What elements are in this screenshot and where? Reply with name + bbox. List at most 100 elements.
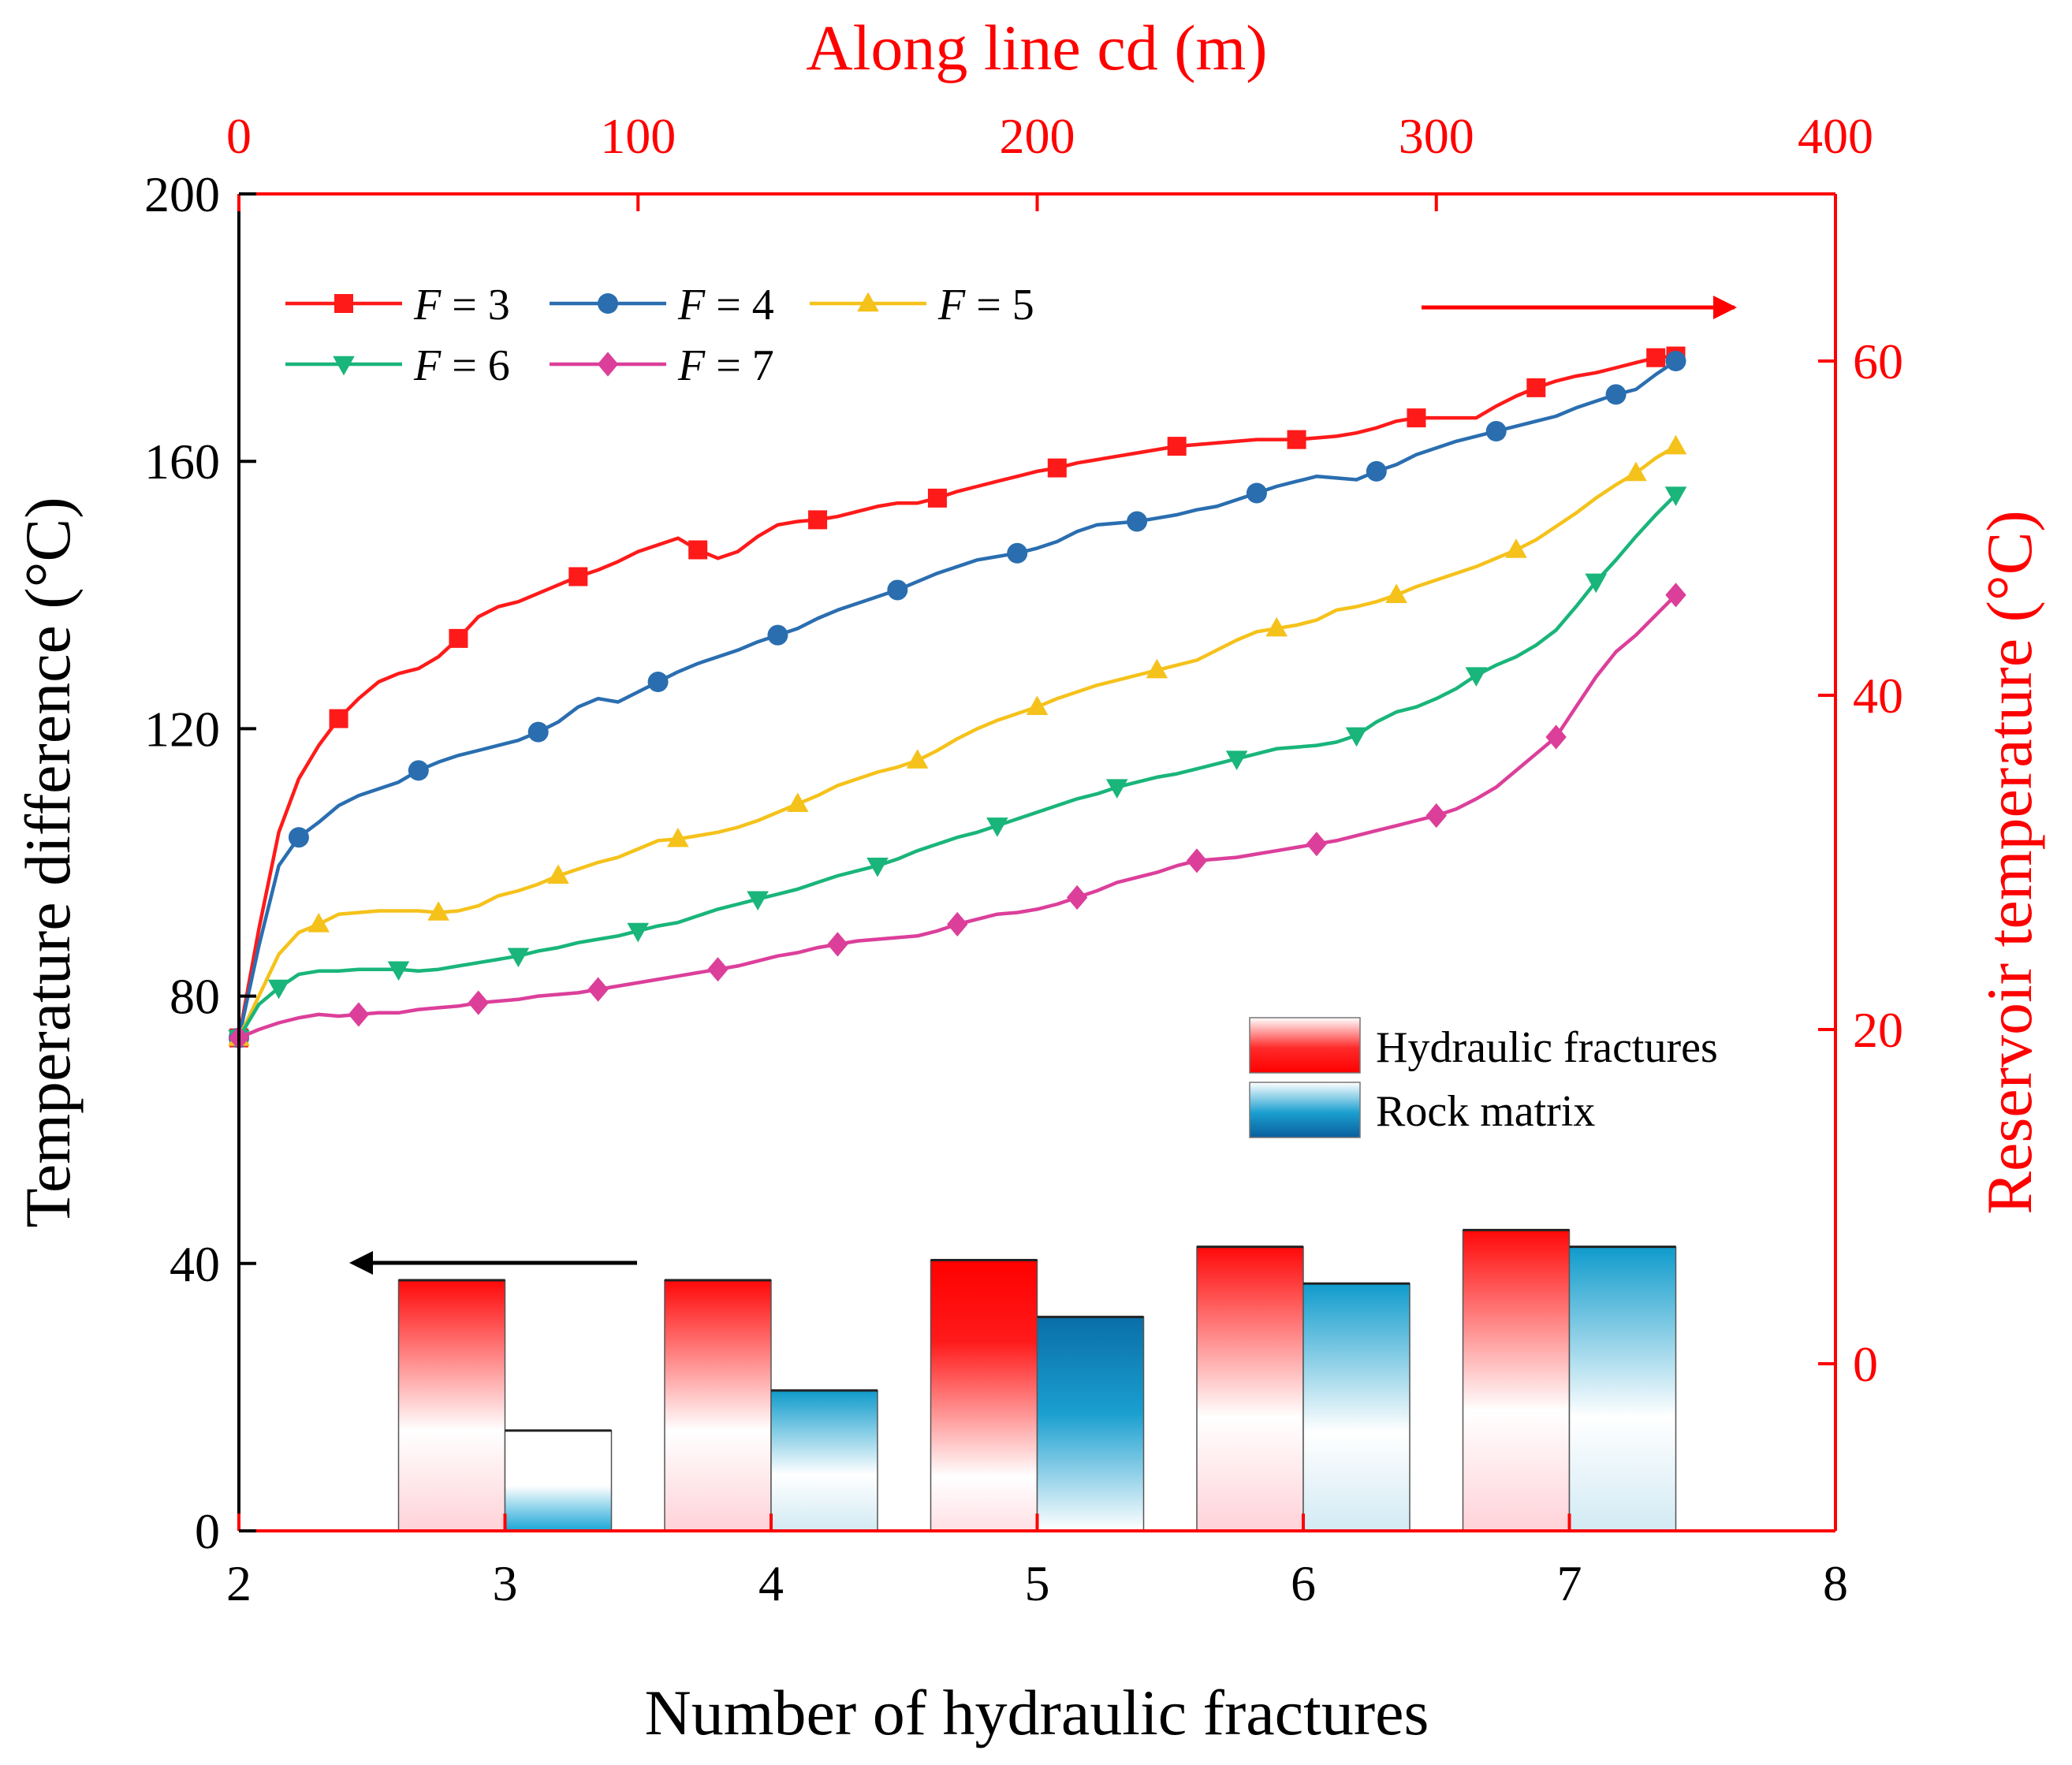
legend-marker-f3 bbox=[334, 294, 353, 313]
legend-marker-f4 bbox=[598, 293, 618, 314]
bottom-tick-label-5: 5 bbox=[1025, 1555, 1050, 1611]
legend-swatch-matrix bbox=[1249, 1082, 1361, 1138]
ticks-layer: 2 3 4 5 6 7 80 100 200 300 40004080120160200020406… bbox=[144, 108, 1903, 1611]
marker-f4-57 bbox=[1366, 460, 1387, 482]
marker-f7-42 bbox=[1066, 884, 1088, 910]
marker-f4-15 bbox=[527, 721, 549, 743]
marker-f7-48 bbox=[1186, 848, 1208, 873]
marker-f7-54 bbox=[1306, 832, 1328, 857]
marker-f7-72 bbox=[1665, 583, 1686, 608]
top-tick-label-100: 100 bbox=[600, 108, 676, 164]
bar-fracture-3 bbox=[397, 1279, 506, 1532]
marker-f7-60 bbox=[1425, 803, 1447, 829]
marker-f6-44 bbox=[1105, 779, 1128, 799]
lines-layer bbox=[228, 346, 1687, 1051]
legend-swatch-fracture bbox=[1249, 1017, 1361, 1074]
legend-label-f7: F = 7 bbox=[677, 341, 774, 390]
marker-f7-12 bbox=[468, 990, 489, 1015]
left-tick-label-120: 120 bbox=[144, 701, 220, 757]
legend-bars: Hydraulic fractures Rock matrix bbox=[1249, 1017, 1718, 1138]
marker-f3-53 bbox=[1287, 430, 1306, 449]
marker-f5-4 bbox=[307, 913, 330, 933]
marker-f6-38 bbox=[986, 817, 1008, 837]
legend-marker-f6 bbox=[333, 356, 355, 376]
left-tick-label-0: 0 bbox=[195, 1503, 220, 1559]
legend-label-matrix: Rock matrix bbox=[1376, 1087, 1595, 1136]
top-tick-label-200: 200 bbox=[1000, 108, 1075, 164]
marker-f6-56 bbox=[1345, 727, 1368, 747]
top-axis-title: Along line cd (m) bbox=[806, 12, 1267, 84]
marker-f6-14 bbox=[507, 948, 530, 968]
marker-f6-32 bbox=[866, 858, 889, 877]
marker-f5-10 bbox=[427, 901, 449, 921]
legend-label-f6: F = 6 bbox=[413, 341, 510, 390]
bottom-tick-label-7: 7 bbox=[1557, 1555, 1582, 1611]
marker-f3-65 bbox=[1526, 378, 1546, 397]
right-axis-title: Reservoir temperature (°C) bbox=[1973, 510, 2045, 1214]
marker-f4-27 bbox=[767, 624, 788, 646]
marker-f3-41 bbox=[1047, 458, 1067, 478]
marker-f3-11 bbox=[449, 628, 468, 648]
marker-f7-36 bbox=[947, 911, 968, 937]
marker-f5-40 bbox=[1026, 695, 1049, 716]
marker-f5-70 bbox=[1625, 461, 1647, 482]
marker-f6-8 bbox=[387, 961, 410, 981]
marker-f6-50 bbox=[1225, 750, 1248, 770]
line-f3 bbox=[237, 354, 1676, 1039]
marker-f3-47 bbox=[1167, 437, 1187, 456]
legend-lines: F = 3 F = 4 F = 5 F = 6 F = 7 bbox=[285, 281, 1034, 390]
legend-label-fracture: Hydraulic fractures bbox=[1376, 1023, 1718, 1072]
top-tick-label-0: 0 bbox=[226, 108, 252, 164]
right-tick-label-40: 40 bbox=[1853, 668, 1903, 724]
bar-fracture-6 bbox=[1196, 1246, 1304, 1532]
bar-matrix-7 bbox=[1568, 1246, 1677, 1532]
right-tick-label-0: 0 bbox=[1853, 1336, 1878, 1392]
marker-f4-63 bbox=[1485, 421, 1507, 442]
marker-f6-62 bbox=[1465, 667, 1488, 687]
line-f4 bbox=[237, 359, 1677, 1039]
line-f5 bbox=[237, 445, 1677, 1039]
marker-f4-51 bbox=[1246, 482, 1267, 504]
marker-f4-33 bbox=[887, 579, 908, 601]
marker-f3-17 bbox=[568, 567, 588, 586]
marker-f3-23 bbox=[688, 540, 708, 560]
marker-f6-26 bbox=[747, 891, 769, 911]
marker-f6-20 bbox=[627, 922, 650, 943]
marker-f4-69 bbox=[1605, 384, 1627, 405]
bar-fracture-7 bbox=[1462, 1229, 1571, 1532]
left-tick-label-40: 40 bbox=[170, 1236, 220, 1292]
marker-f3-59 bbox=[1407, 408, 1426, 428]
marker-f3-71 bbox=[1646, 348, 1666, 367]
bar-matrix-5 bbox=[1036, 1316, 1145, 1532]
marker-f5-34 bbox=[906, 749, 929, 769]
marker-f3-5 bbox=[329, 709, 348, 728]
marker-f5-16 bbox=[547, 864, 569, 884]
bar-matrix-3 bbox=[504, 1430, 613, 1532]
marker-f4-9 bbox=[408, 760, 429, 781]
bottom-tick-label-3: 3 bbox=[493, 1555, 518, 1611]
top-tick-label-400: 400 bbox=[1798, 108, 1873, 164]
marker-f7-66 bbox=[1545, 724, 1567, 750]
bottom-tick-label-4: 4 bbox=[758, 1555, 784, 1611]
left-axis-title: Temperature difference (°C) bbox=[12, 497, 84, 1227]
top-tick-label-300: 300 bbox=[1399, 108, 1474, 164]
right-tick-label-20: 20 bbox=[1853, 1002, 1903, 1058]
left-tick-label-160: 160 bbox=[144, 434, 220, 490]
marker-f5-22 bbox=[667, 827, 689, 847]
bar-fracture-4 bbox=[664, 1279, 772, 1532]
marker-f7-18 bbox=[587, 977, 609, 1002]
marker-f5-64 bbox=[1505, 538, 1527, 558]
marker-f4-39 bbox=[1007, 542, 1028, 564]
line-f7 bbox=[238, 594, 1678, 1040]
marker-f3-35 bbox=[927, 488, 947, 508]
bottom-axis-title: Number of hydraulic fractures bbox=[645, 1677, 1429, 1748]
bar-matrix-4 bbox=[770, 1390, 878, 1532]
bottom-tick-label-2: 2 bbox=[226, 1555, 252, 1611]
marker-f6-2 bbox=[267, 979, 290, 1000]
marker-f5-58 bbox=[1385, 583, 1407, 603]
marker-f4-72 bbox=[1665, 351, 1686, 371]
marker-f4-21 bbox=[647, 672, 669, 693]
left-tick-label-200: 200 bbox=[144, 166, 220, 222]
bar-fracture-5 bbox=[930, 1259, 1038, 1532]
